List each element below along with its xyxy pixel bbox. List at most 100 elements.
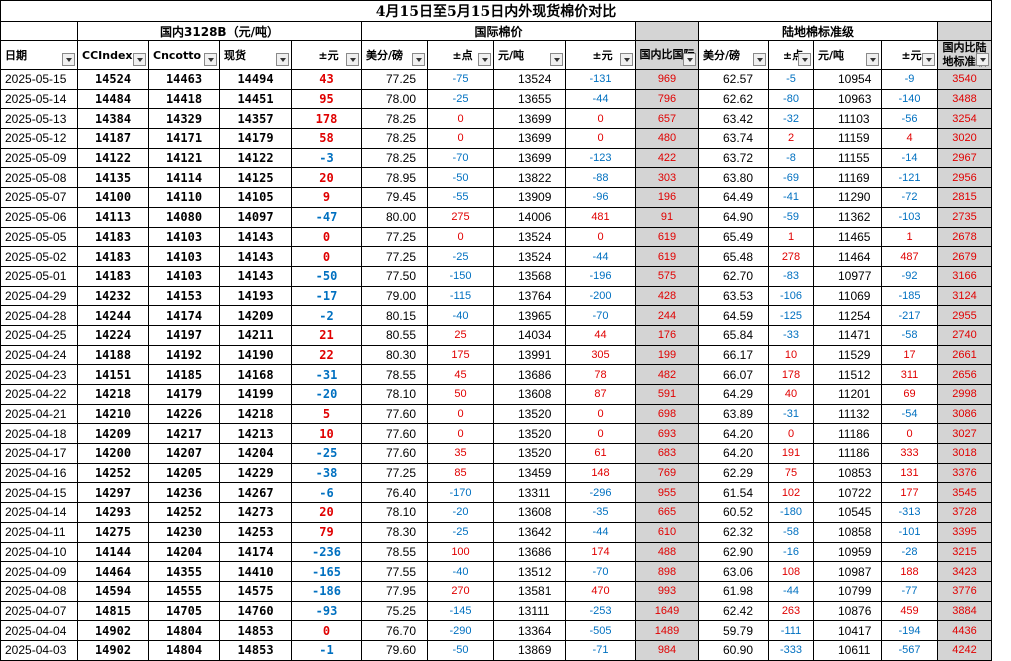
cell-dom-vs-land[interactable]: 3540 <box>937 69 992 90</box>
cell-date[interactable]: 2025-04-25 <box>0 324 78 346</box>
filter-dropdown-icon[interactable] <box>478 53 491 66</box>
cell-land-change[interactable]: 459 <box>881 600 938 622</box>
cell-land-points[interactable]: 108 <box>768 561 814 582</box>
cell-dom-vs-intl[interactable]: 303 <box>635 167 699 189</box>
cell-dom-vs-land[interactable]: 3027 <box>937 423 992 445</box>
cell-intl-yuan[interactable]: 13111 <box>493 600 566 622</box>
cell-ccindex[interactable]: 14200 <box>77 443 149 464</box>
cell-land-change[interactable]: -185 <box>881 285 938 307</box>
cell-intl-points[interactable]: 85 <box>427 462 494 484</box>
cell-intl-points[interactable]: 25 <box>427 324 494 346</box>
cell-spot[interactable]: 14853 <box>219 639 292 661</box>
cell-land-change[interactable]: -77 <box>881 580 938 602</box>
cell-dom-vs-intl[interactable]: 969 <box>635 69 699 90</box>
cell-spot-change[interactable]: -25 <box>291 443 362 464</box>
cell-land-cents[interactable]: 63.74 <box>698 128 769 149</box>
cell-ccindex[interactable]: 14135 <box>77 167 149 189</box>
cell-land-yuan[interactable]: 11465 <box>813 226 882 248</box>
cell-land-yuan[interactable]: 11290 <box>813 187 882 208</box>
cell-ccindex[interactable]: 14183 <box>77 226 149 248</box>
cell-ccindex[interactable]: 14524 <box>77 69 149 90</box>
cell-land-points[interactable]: 2 <box>768 128 814 149</box>
cell-intl-yuan[interactable]: 14006 <box>493 206 566 228</box>
cell-date[interactable]: 2025-04-14 <box>0 502 78 523</box>
cell-date[interactable]: 2025-05-05 <box>0 226 78 248</box>
cell-intl-change[interactable]: 0 <box>565 403 636 425</box>
cell-ccindex[interactable]: 14902 <box>77 620 149 641</box>
cell-dom-vs-intl[interactable]: 422 <box>635 147 699 169</box>
cell-intl-yuan[interactable]: 13699 <box>493 128 566 149</box>
cell-land-change[interactable]: 131 <box>881 462 938 484</box>
cell-cncotto[interactable]: 14103 <box>148 265 220 287</box>
cell-dom-vs-intl[interactable]: 610 <box>635 521 699 543</box>
cell-intl-yuan[interactable]: 13568 <box>493 265 566 287</box>
cell-spot[interactable]: 14209 <box>219 305 292 326</box>
cell-ccindex[interactable]: 14244 <box>77 305 149 326</box>
cell-dom-vs-land[interactable]: 3376 <box>937 462 992 484</box>
cell-spot-change[interactable]: 43 <box>291 69 362 90</box>
cell-land-cents[interactable]: 63.89 <box>698 403 769 425</box>
cell-intl-yuan[interactable]: 14034 <box>493 324 566 346</box>
cell-date[interactable]: 2025-05-02 <box>0 246 78 267</box>
cell-date[interactable]: 2025-04-23 <box>0 364 78 385</box>
cell-land-cents[interactable]: 62.90 <box>698 541 769 563</box>
cell-land-cents[interactable]: 66.07 <box>698 364 769 385</box>
cell-dom-vs-land[interactable]: 3254 <box>937 108 992 130</box>
cell-date[interactable]: 2025-04-18 <box>0 423 78 445</box>
cell-spot[interactable]: 14174 <box>219 541 292 563</box>
cell-spot[interactable]: 14190 <box>219 344 292 366</box>
cell-intl-points[interactable]: 275 <box>427 206 494 228</box>
cell-land-change[interactable]: -58 <box>881 324 938 346</box>
cell-intl-cents[interactable]: 77.60 <box>361 423 428 445</box>
cell-intl-points[interactable]: -50 <box>427 639 494 661</box>
cell-land-cents[interactable]: 63.53 <box>698 285 769 307</box>
cell-spot-change[interactable]: 21 <box>291 324 362 346</box>
cell-land-cents[interactable]: 63.72 <box>698 147 769 169</box>
cell-intl-points[interactable]: 0 <box>427 226 494 248</box>
cell-intl-change[interactable]: 78 <box>565 364 636 385</box>
cell-land-cents[interactable]: 64.49 <box>698 187 769 208</box>
cell-ccindex[interactable]: 14187 <box>77 128 149 149</box>
cell-intl-cents[interactable]: 77.95 <box>361 580 428 602</box>
cell-spot-change[interactable]: -31 <box>291 364 362 385</box>
cell-date[interactable]: 2025-04-09 <box>0 561 78 582</box>
cell-intl-cents[interactable]: 78.25 <box>361 108 428 130</box>
cell-land-cents[interactable]: 62.70 <box>698 265 769 287</box>
cell-intl-cents[interactable]: 80.55 <box>361 324 428 346</box>
cell-land-points[interactable]: -8 <box>768 147 814 169</box>
cell-dom-vs-land[interactable]: 2955 <box>937 305 992 326</box>
cell-cncotto[interactable]: 14174 <box>148 305 220 326</box>
cell-land-yuan[interactable]: 11362 <box>813 206 882 228</box>
cell-land-change[interactable]: -103 <box>881 206 938 228</box>
cell-intl-cents[interactable]: 77.25 <box>361 246 428 267</box>
cell-land-change[interactable]: -9 <box>881 69 938 90</box>
cell-ccindex[interactable]: 14218 <box>77 384 149 405</box>
cell-dom-vs-intl[interactable]: 176 <box>635 324 699 346</box>
cell-spot[interactable]: 14168 <box>219 364 292 385</box>
cell-intl-change[interactable]: -44 <box>565 246 636 267</box>
cell-intl-yuan[interactable]: 13524 <box>493 246 566 267</box>
cell-land-cents[interactable]: 62.42 <box>698 600 769 622</box>
cell-land-points[interactable]: 40 <box>768 384 814 405</box>
cell-cncotto[interactable]: 14205 <box>148 462 220 484</box>
cell-spot-change[interactable]: 20 <box>291 167 362 189</box>
cell-land-yuan[interactable]: 11512 <box>813 364 882 385</box>
cell-land-yuan[interactable]: 11186 <box>813 423 882 445</box>
cell-spot[interactable]: 14204 <box>219 443 292 464</box>
cell-dom-vs-intl[interactable]: 993 <box>635 580 699 602</box>
cell-ccindex[interactable]: 14297 <box>77 482 149 504</box>
cell-date[interactable]: 2025-04-29 <box>0 285 78 307</box>
cell-intl-points[interactable]: -115 <box>427 285 494 307</box>
cell-intl-change[interactable]: 87 <box>565 384 636 405</box>
cell-intl-cents[interactable]: 78.10 <box>361 502 428 523</box>
cell-intl-change[interactable]: 470 <box>565 580 636 602</box>
cell-dom-vs-land[interactable]: 2740 <box>937 324 992 346</box>
cell-land-yuan[interactable]: 10722 <box>813 482 882 504</box>
cell-intl-change[interactable]: -123 <box>565 147 636 169</box>
cell-land-points[interactable]: -83 <box>768 265 814 287</box>
cell-intl-points[interactable]: -20 <box>427 502 494 523</box>
cell-intl-points[interactable]: -50 <box>427 167 494 189</box>
cell-cncotto[interactable]: 14329 <box>148 108 220 130</box>
cell-land-change[interactable]: -14 <box>881 147 938 169</box>
cell-intl-yuan[interactable]: 13364 <box>493 620 566 641</box>
